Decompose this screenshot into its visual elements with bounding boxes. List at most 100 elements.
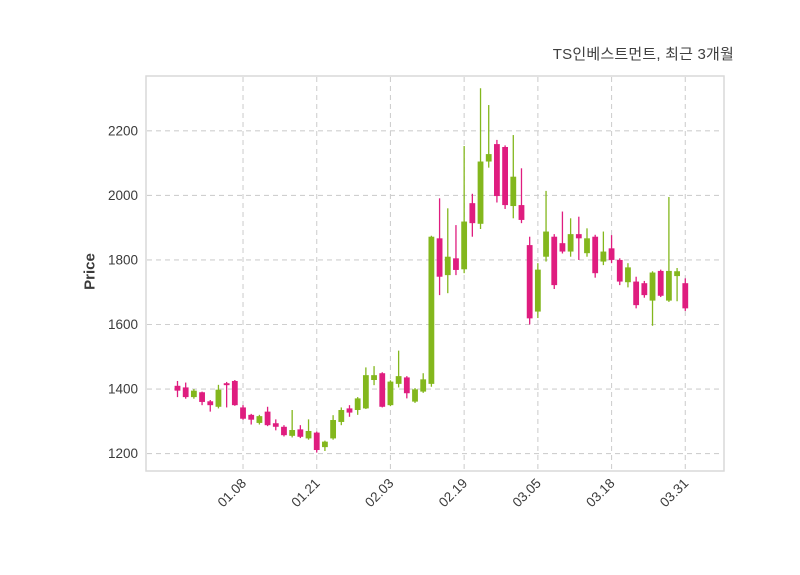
- candle-body: [346, 408, 353, 413]
- candle-up: [395, 350, 402, 388]
- x-tick-label-03.18: 03.18: [583, 476, 618, 511]
- candle-body: [649, 272, 656, 301]
- candle-body: [387, 381, 394, 406]
- x-axis-tick-labels: 01.08 01.21 02.03 02.19 03.05 03.18 03.31: [215, 476, 692, 511]
- candle-up: [666, 197, 672, 302]
- candle-down: [559, 211, 566, 254]
- candle-body: [354, 398, 361, 411]
- candle-body: [477, 161, 484, 224]
- candle-body: [272, 423, 279, 427]
- candle-down: [502, 145, 508, 209]
- candle-body: [305, 430, 312, 439]
- candle-body: [641, 283, 648, 296]
- candle-body: [371, 375, 377, 380]
- candle-body: [436, 238, 443, 277]
- candle-body: [256, 416, 263, 423]
- candle-body: [330, 420, 337, 439]
- candle-down: [346, 405, 353, 417]
- candle-up: [649, 271, 656, 326]
- candle-body: [403, 377, 410, 394]
- candle-body: [428, 236, 435, 384]
- candle-up: [289, 410, 296, 438]
- candle-body: [666, 270, 672, 301]
- candle-up: [412, 388, 418, 403]
- candle-down: [551, 234, 558, 289]
- candle-up: [420, 373, 427, 393]
- y-axis-label: Price: [81, 253, 99, 290]
- y-tick-label-1600: 1600: [108, 317, 138, 332]
- candle-up: [485, 105, 492, 168]
- candle-up: [190, 389, 197, 399]
- candle-body: [223, 383, 230, 386]
- candle-up: [354, 397, 361, 415]
- candle-body: [551, 236, 558, 286]
- candle-body: [510, 176, 517, 207]
- candle-up: [510, 135, 517, 219]
- candle-body: [657, 270, 664, 296]
- candle-up: [305, 419, 312, 440]
- candle-body: [313, 432, 320, 451]
- candle-down: [469, 193, 476, 237]
- candle-body: [526, 245, 533, 319]
- candle-body: [199, 392, 205, 402]
- candle-up: [322, 440, 328, 451]
- x-tick-label-02.19: 02.19: [436, 476, 471, 511]
- y-tick-label-2000: 2000: [108, 188, 138, 203]
- candle-up: [625, 263, 631, 288]
- candle-down: [207, 400, 214, 412]
- candle-body: [608, 248, 615, 260]
- plot-area: [145, 75, 725, 472]
- candle-down: [403, 376, 410, 399]
- candle-up: [567, 218, 574, 257]
- candle-up: [674, 268, 680, 302]
- candle-down: [592, 234, 599, 278]
- x-tick-label-02.03: 02.03: [362, 476, 397, 511]
- candle-down: [608, 235, 615, 264]
- candle-body: [190, 390, 197, 398]
- candle-body: [494, 144, 500, 197]
- y-tick-label-2200: 2200: [108, 123, 138, 138]
- candle-body: [207, 401, 214, 406]
- candle-down: [575, 216, 582, 260]
- gridlines: [147, 77, 723, 470]
- candle-body: [338, 410, 345, 422]
- candle-down: [518, 168, 525, 224]
- candle-down: [633, 276, 640, 309]
- candle-body: [240, 407, 246, 419]
- candle-up: [256, 414, 263, 425]
- candle-up: [534, 263, 541, 319]
- candle-body: [420, 379, 427, 392]
- candle-down: [616, 258, 623, 286]
- candle-body: [297, 429, 304, 437]
- y-tick-label-1800: 1800: [108, 252, 138, 267]
- candle-body: [633, 281, 640, 306]
- candle-body: [289, 430, 296, 436]
- candle-body: [453, 258, 459, 270]
- candle-down: [248, 413, 255, 425]
- candle-up: [371, 366, 377, 386]
- candle-body: [567, 234, 574, 252]
- candle-body: [534, 269, 541, 312]
- candle-down: [272, 419, 279, 431]
- candle-body: [264, 411, 271, 426]
- candle-down: [436, 198, 443, 296]
- candle-down: [657, 269, 664, 298]
- candle-body: [395, 376, 402, 384]
- x-tick-label-01.21: 01.21: [288, 476, 323, 511]
- candle-body: [215, 389, 222, 407]
- candle-body: [543, 231, 549, 257]
- candle-up: [477, 88, 484, 229]
- candle-down: [297, 425, 304, 439]
- candle-body: [444, 256, 451, 276]
- candle-down: [231, 379, 238, 406]
- candle-down: [682, 278, 689, 311]
- candle-body: [182, 387, 189, 398]
- candle-body: [412, 389, 418, 402]
- x-tick-label-01.08: 01.08: [215, 476, 250, 511]
- candle-down: [453, 225, 459, 276]
- candle-down: [240, 405, 246, 420]
- chart-title: TS인베스트먼트, 최근 3개월: [552, 46, 734, 63]
- candle-up: [461, 146, 468, 274]
- candles: [174, 88, 689, 453]
